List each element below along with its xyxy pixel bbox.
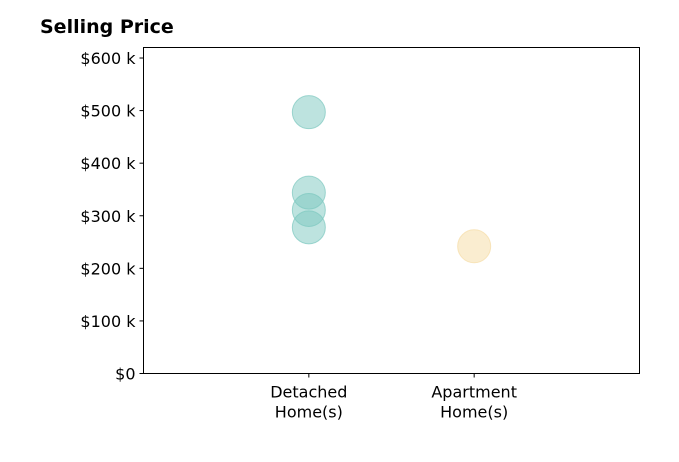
x-tick-label: Apartment Home(s) — [431, 383, 517, 422]
y-tick-label: $200 k — [80, 259, 136, 278]
y-axis: $0 $100 k $200 k $300 k $400 k $500 k $600 k — [80, 49, 144, 384]
x-tick-label: Detached Home(s) — [270, 383, 347, 422]
y-tick-label: $500 k — [80, 102, 136, 121]
plot-frame — [143, 47, 640, 374]
data-point-s0-p3 — [291, 210, 326, 245]
y-tick-label: $300 k — [80, 207, 136, 226]
x-axis: Detached Home(s) Apartment Home(s) — [270, 373, 517, 422]
y-tick-label: $0 — [115, 365, 135, 384]
data-point-s0-p0 — [291, 95, 326, 130]
points-layer — [291, 95, 492, 264]
data-point-s1-p0 — [457, 229, 492, 264]
y-tick-label: $600 k — [80, 49, 136, 68]
y-tick-label: $400 k — [80, 154, 136, 173]
chart-title: Selling Price — [40, 16, 174, 38]
y-tick-label: $100 k — [80, 312, 136, 331]
